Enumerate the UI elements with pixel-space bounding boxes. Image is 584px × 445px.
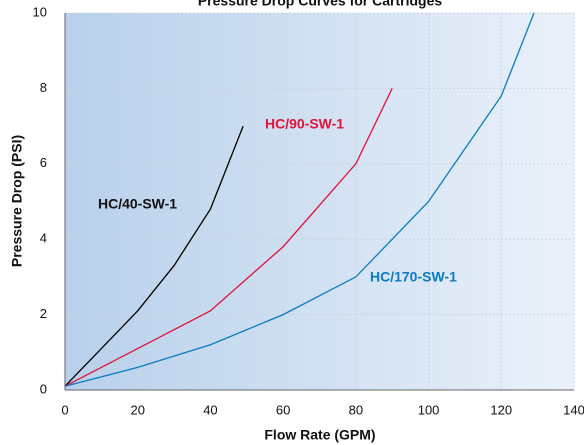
x-tick-label: 120 bbox=[490, 402, 512, 417]
x-tick-label: 140 bbox=[563, 402, 584, 417]
x-tick-label: 80 bbox=[349, 402, 363, 417]
x-tick-label: 0 bbox=[61, 402, 68, 417]
series-line bbox=[64, 88, 393, 387]
x-tick-label: 100 bbox=[418, 402, 440, 417]
series-line bbox=[64, 125, 244, 387]
y-axis-label: Pressure Drop (PSI) bbox=[9, 135, 25, 267]
x-tick-label: 40 bbox=[203, 402, 217, 417]
y-tick-label: 0 bbox=[40, 381, 47, 396]
y-tick-label: 6 bbox=[40, 155, 47, 170]
plot-area bbox=[65, 13, 574, 390]
x-tick-label: 20 bbox=[130, 402, 144, 417]
series-label: HC/170-SW-1 bbox=[370, 269, 457, 285]
series-label: HC/40-SW-1 bbox=[98, 196, 177, 212]
y-tick-label: 2 bbox=[40, 306, 47, 321]
x-axis-label: Flow Rate (GPM) bbox=[264, 427, 375, 443]
series-label: HC/90-SW-1 bbox=[265, 116, 344, 132]
chart-title: Pressure Drop Curves for Cartridges bbox=[198, 0, 443, 9]
x-tick-label: 60 bbox=[276, 402, 290, 417]
y-tick-label: 4 bbox=[40, 231, 47, 246]
series-line bbox=[64, 12, 535, 387]
y-tick-label: 8 bbox=[40, 80, 47, 95]
y-tick-label: 10 bbox=[33, 4, 47, 19]
